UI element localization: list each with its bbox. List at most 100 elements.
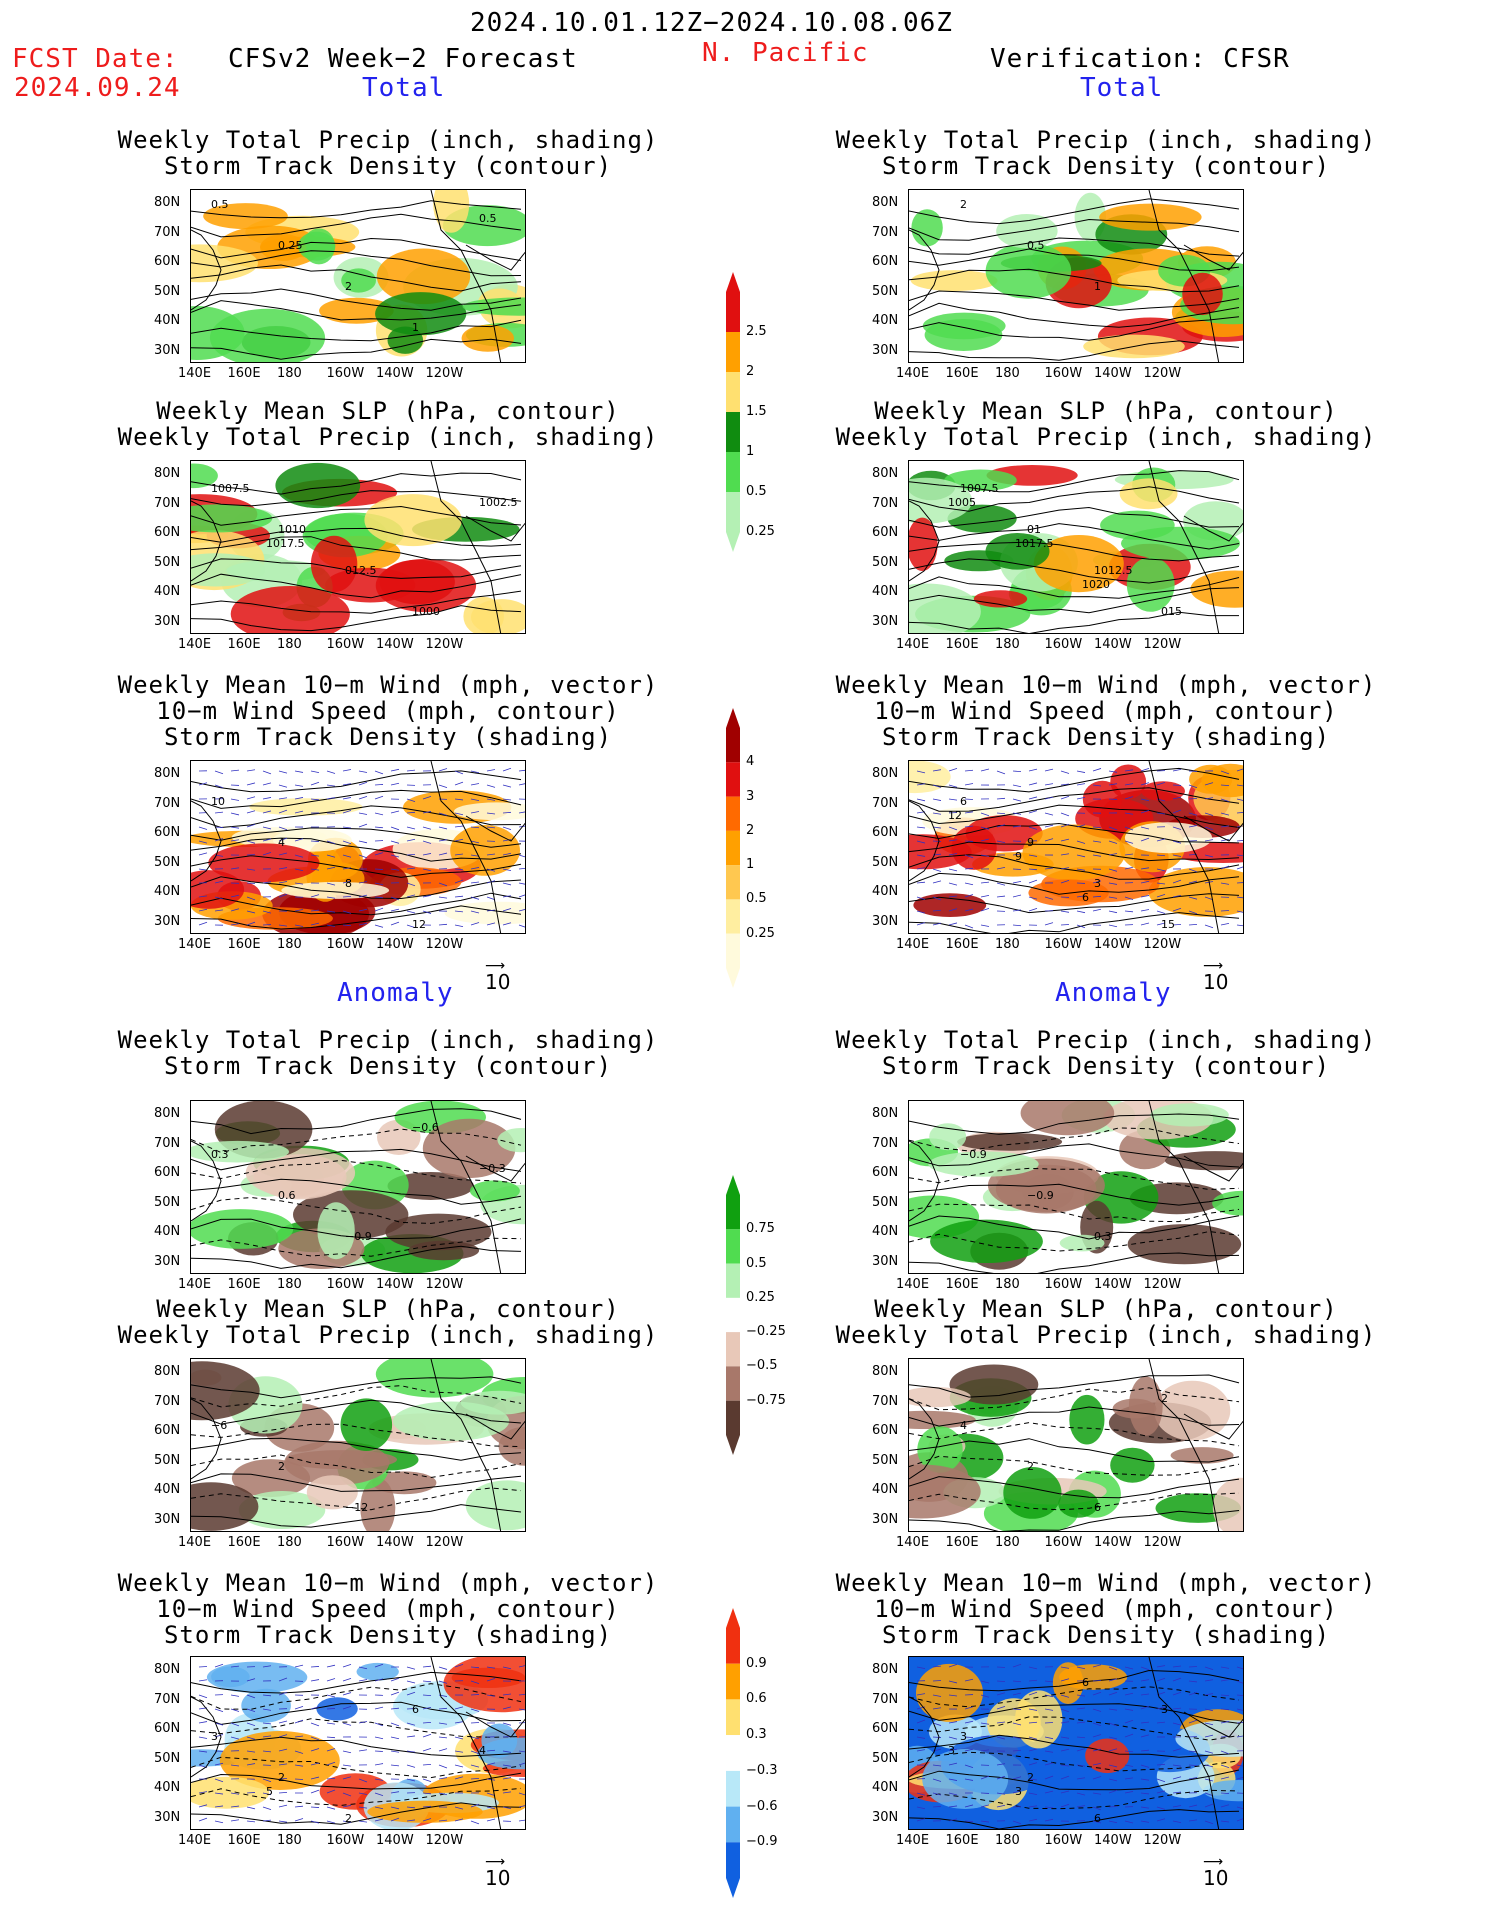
wind-vector xyxy=(1060,783,1070,786)
latitude-label: 40N xyxy=(872,313,899,328)
contour-line xyxy=(909,1716,1240,1741)
wind-vector xyxy=(932,1805,942,1808)
wind-vector xyxy=(390,768,400,772)
wind-vector xyxy=(214,1805,224,1808)
wind-vector xyxy=(1140,837,1150,842)
contour-line xyxy=(909,248,1240,272)
colorbar-segment xyxy=(726,412,740,452)
wind-vector xyxy=(1188,812,1198,816)
contour-label: 1007.5 xyxy=(211,482,250,495)
latitude-label: 70N xyxy=(154,224,181,240)
wind-vector xyxy=(454,1818,464,1822)
contour-line xyxy=(909,822,1240,844)
wind-vector xyxy=(1140,1693,1150,1696)
longitude-label: 140W xyxy=(376,1833,414,1848)
wind-vector xyxy=(342,1792,352,1797)
shading-blob xyxy=(208,843,320,883)
wind-vector xyxy=(1156,782,1166,786)
latitude-label: 60N xyxy=(872,825,899,840)
wind-vector xyxy=(964,1804,974,1808)
wind-vector xyxy=(1060,1708,1070,1713)
wind-vector xyxy=(1076,770,1086,773)
contour-line xyxy=(909,1183,1240,1206)
colorbar-tick-label: 0.5 xyxy=(746,484,767,499)
wind-vector xyxy=(310,922,320,926)
coastline xyxy=(909,500,940,582)
shading-blob xyxy=(985,243,1072,299)
shading-blob xyxy=(1150,1103,1229,1127)
wind-vector xyxy=(1124,1719,1134,1724)
wind-vector xyxy=(980,1749,990,1752)
wind-vector xyxy=(1156,868,1166,872)
colorbar-tick-label: 0.5 xyxy=(746,891,767,907)
shading-blob xyxy=(1141,781,1185,801)
verification-panel-title-line: Weekly Total Precip (inch, shading) xyxy=(835,423,1377,451)
contour-line xyxy=(909,198,1240,225)
colorbar-segment xyxy=(726,1297,740,1333)
wind-vector xyxy=(1236,784,1243,787)
wind-vector xyxy=(1092,1792,1102,1795)
wind-vector xyxy=(980,924,990,927)
wind-vector xyxy=(470,826,480,829)
longitude-label: 180 xyxy=(995,937,1020,952)
colorbar-segment xyxy=(726,372,740,412)
wind-vector xyxy=(1012,825,1022,828)
longitude-label: 180 xyxy=(277,1833,302,1848)
wind-vector xyxy=(262,910,272,914)
wind-vector xyxy=(1012,880,1022,884)
wind-vector xyxy=(326,770,336,774)
colorbar-segment xyxy=(726,1332,740,1367)
wind-vector xyxy=(1108,770,1118,773)
wind-vector xyxy=(1076,1764,1086,1767)
wind-vector xyxy=(198,1736,208,1739)
wind-vector xyxy=(214,1734,224,1738)
wind-vector xyxy=(262,1708,272,1711)
longitude-label: 160E xyxy=(945,1277,979,1292)
verification-total-label: Total xyxy=(1080,73,1164,103)
contour-label: 1002.5 xyxy=(479,496,518,509)
coastline xyxy=(1148,1101,1243,1273)
wind-vector xyxy=(198,840,208,844)
wind-vector xyxy=(486,1806,496,1810)
wind-vector xyxy=(342,1776,352,1780)
wind-vector xyxy=(422,840,432,844)
wind-vector xyxy=(390,1722,400,1727)
wind-vector xyxy=(310,1789,320,1794)
contour-line xyxy=(909,506,1240,528)
contour-label: 2 xyxy=(1161,1392,1168,1405)
wind-vector xyxy=(932,784,942,788)
map-field: 1007.5 1010 012.5 1000 1002.5 1017.5 xyxy=(191,461,525,633)
wind-vector xyxy=(214,826,224,828)
longitude-label: 160E xyxy=(945,937,979,952)
wind-vector xyxy=(214,1663,224,1668)
wind-vector xyxy=(454,853,464,856)
longitude-label: 120W xyxy=(425,1833,464,1848)
wind-vector xyxy=(342,1820,352,1823)
contour-label: 2 xyxy=(960,198,967,211)
contour-line xyxy=(191,338,522,360)
wind-vector xyxy=(246,1678,256,1682)
wind-vector xyxy=(1236,1735,1243,1738)
wind-vector xyxy=(1220,865,1230,870)
contour-line xyxy=(909,854,1240,880)
wind-vector xyxy=(406,1735,416,1738)
verification-panel-title-line: Weekly Mean SLP (hPa, contour) xyxy=(874,397,1338,425)
region-label: N. Pacific xyxy=(702,38,869,68)
wind-vector xyxy=(1140,1764,1150,1768)
wind-vector xyxy=(198,1804,208,1808)
contour-label: 4 xyxy=(278,836,285,849)
wind-vector xyxy=(948,1748,958,1752)
latitude-label: 80N xyxy=(154,195,181,210)
wind-vector xyxy=(1236,896,1243,899)
wind-vector xyxy=(230,1708,240,1712)
wind-vector xyxy=(454,770,464,775)
coastline xyxy=(430,1101,525,1273)
wind-vector xyxy=(278,1804,288,1808)
wind-vector xyxy=(980,1735,990,1738)
contour-label: 5 xyxy=(266,1785,273,1798)
wind-vector xyxy=(422,1778,432,1783)
wind-vector xyxy=(964,1678,974,1682)
wind-vector xyxy=(1204,1820,1214,1825)
wind-vector xyxy=(1236,1666,1243,1670)
